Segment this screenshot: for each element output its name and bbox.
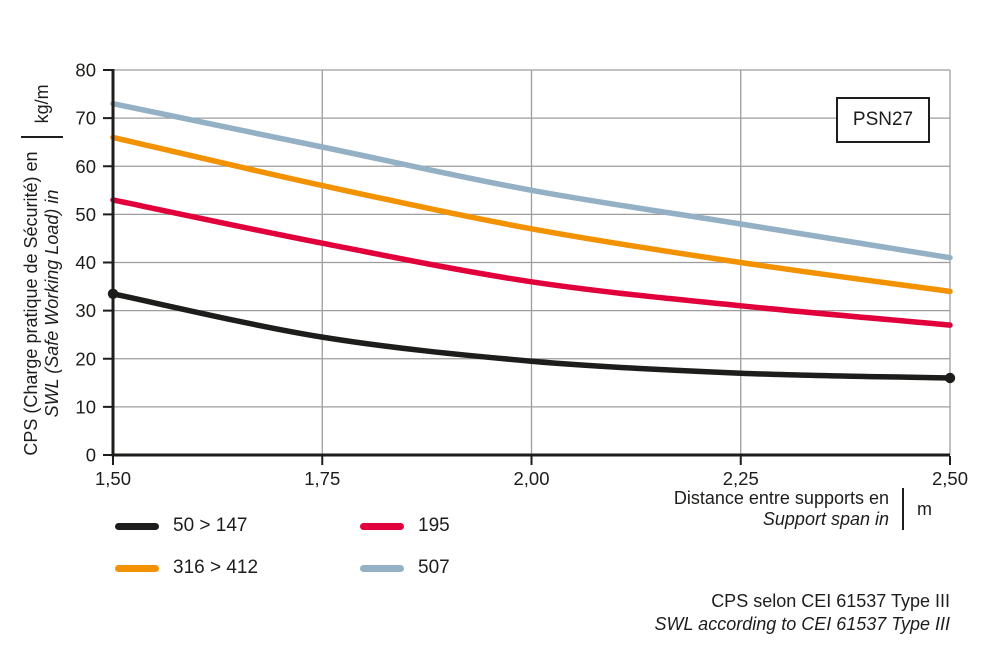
series-line [110, 100, 953, 261]
y-axis-label-fr: CPS (Charge pratique de Sécurité) en [21, 151, 41, 456]
x-tick-label: 1,50 [95, 468, 131, 489]
x-axis-unit-divider [902, 488, 904, 530]
tick-labels: 1,50 1,75 2,00 2,25 2,50 0 10 20 30 40 50 60 70 80 [75, 60, 968, 490]
legend: 50 > 147 195 316 > 412 507 [115, 515, 605, 579]
y-tick-label: 20 [75, 348, 96, 369]
y-axis-unit-divider [21, 136, 63, 139]
legend-swatch-50-147 [115, 522, 159, 530]
axes-lines [111, 69, 950, 457]
x-tick-label: 2,00 [513, 468, 549, 489]
model-label: PSN27 [852, 109, 914, 130]
y-tick-label: 80 [75, 60, 96, 81]
standard-caption-fr: CPS selon CEI 61537 Type III [711, 591, 950, 611]
series-line [110, 291, 953, 381]
y-tick-label: 0 [86, 445, 96, 466]
standard-caption: CPS selon CEI 61537 Type III SWL accordi… [450, 590, 951, 636]
x-axis-label-en: Support span in [762, 509, 889, 529]
tick-marks [103, 69, 951, 465]
x-tick-label: 1,75 [304, 468, 340, 489]
y-tick-label: 40 [75, 252, 96, 273]
y-tick-label: 60 [75, 156, 96, 177]
x-tick-label: 2,25 [723, 468, 759, 489]
y-tick-label: 10 [75, 396, 96, 417]
y-tick-label: 70 [75, 108, 96, 129]
legend-swatch-195 [360, 522, 404, 530]
legend-swatch-316-412 [115, 564, 159, 572]
legend-item: 316 > 412 [115, 557, 360, 579]
legend-label-195: 195 [418, 515, 450, 536]
x-axis-unit: m [917, 498, 932, 519]
series-line [110, 197, 953, 328]
legend-label-50-147: 50 > 147 [173, 515, 248, 536]
x-axis-label: Distance entre supports en Support span … [520, 486, 932, 532]
series-endpoint-marker [944, 372, 956, 384]
y-axis-label-text: CPS (Charge pratique de Sécurité) en SWL… [21, 151, 63, 455]
y-axis-label: CPS (Charge pratique de Sécurité) en SWL… [18, 40, 66, 500]
y-axis-label-en: SWL (Safe Working Load) in [42, 189, 62, 418]
legend-label-316-412: 316 > 412 [173, 557, 259, 578]
series-line [110, 134, 953, 295]
x-axis-label-text: Distance entre supports en Support span … [674, 488, 889, 530]
series-lines [107, 100, 956, 384]
y-tick-label: 30 [75, 300, 96, 321]
legend-item: 50 > 147 [115, 515, 360, 537]
y-axis-unit: kg/m [31, 84, 52, 124]
y-tick-label: 50 [75, 204, 96, 225]
legend-label-507: 507 [418, 557, 450, 578]
x-axis-label-fr: Distance entre supports en [673, 488, 889, 508]
model-label-box: PSN27 [836, 97, 930, 143]
legend-swatch-507 [360, 564, 404, 572]
x-tick-label: 2,50 [932, 468, 968, 489]
legend-item: 195 [360, 515, 605, 537]
legend-item: 507 [360, 557, 605, 579]
standard-caption-en: SWL according to CEI 61537 Type III [654, 614, 951, 634]
